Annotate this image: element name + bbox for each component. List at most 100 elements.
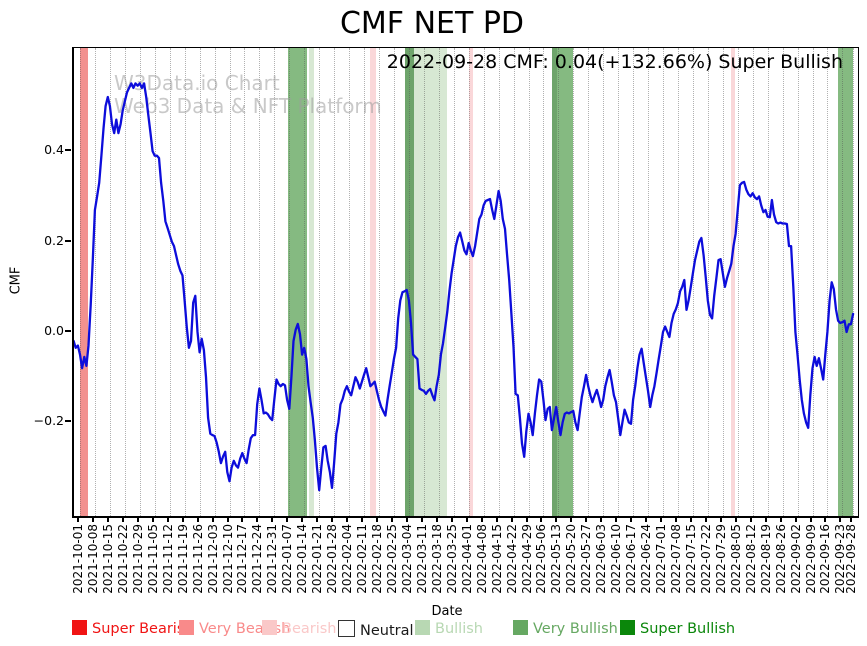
legend-swatch-icon [513,620,528,635]
gridline-2022-09-16 [827,48,829,516]
x-tick-label: 2021-10-15 [100,524,115,594]
x-tick-mark [480,517,483,522]
x-tick-label: 2022-09-16 [818,524,833,594]
x-tick-label: 2021-12-31 [265,524,280,594]
x-tick-label: 2022-02-18 [370,524,384,594]
x-axis-title: Date [431,604,463,619]
cmf-line-path [74,82,855,492]
chart-title: CMF NET PD [339,6,525,41]
x-tick-label: 2022-02-11 [355,524,369,594]
x-tick-label: 2022-05-13 [549,524,564,594]
x-tick-label: 2022-06-17 [624,524,639,594]
signal-band-very-bullish-dark [552,48,558,516]
legend-swatch-icon [179,620,194,635]
x-tick-mark [450,517,453,522]
gridline-2022-09-09 [812,48,814,516]
signal-band-very-bullish [288,48,307,516]
x-tick-mark [136,517,139,522]
y-tick-mark [65,420,71,423]
gridline-2022-06-24 [648,48,649,516]
legend-item-super-bearish: Super Bearish [72,620,194,637]
x-tick-label: 2022-02-25 [384,524,399,594]
x-tick-label: 2022-09-09 [803,524,818,594]
x-tick-label: 2021-10-08 [85,524,100,594]
legend-label: Super Bullish [640,621,736,637]
gridline-2022-02-18 [379,48,380,516]
x-tick-label: 2021-10-29 [130,524,145,594]
gridline-2022-02-04 [349,48,351,516]
gridline-2021-10-01 [80,48,81,516]
x-tick-mark [510,517,513,522]
x-tick-label: 2021-10-01 [71,524,85,594]
x-tick-label: 2022-03-11 [414,524,429,594]
x-tick-mark [301,517,304,522]
legend-item-bullish: Bullish [415,620,483,637]
watermark: W3Data.io Chart Web3 Data & NFT Platform [114,72,382,118]
x-tick-mark [376,517,378,522]
signal-band-bullish [414,48,448,516]
x-tick-label: 2022-07-22 [698,524,713,594]
x-tick-mark [346,517,349,522]
x-tick-label: 2022-01-28 [325,524,340,594]
x-tick-label: 2022-06-24 [639,524,653,594]
signal-band-bullish [309,48,315,516]
x-tick-label: 2022-08-26 [773,524,788,594]
gridline-2021-11-26 [199,48,201,516]
gridline-2022-07-08 [677,48,679,516]
gridline-2022-04-01 [468,48,470,516]
y-tick-mark [65,330,71,332]
gridline-2021-12-17 [244,48,246,516]
gridline-2022-02-11 [364,48,365,516]
gridline-2022-09-28 [853,48,855,516]
gridline-2022-06-10 [618,48,620,516]
x-tick-label: 2021-12-10 [220,524,235,594]
x-tick-mark [839,517,842,522]
latest-value-annotation: 2022-09-28 CMF: 0.04(+132.66%) Super Bul… [386,51,843,73]
x-tick-mark [286,517,289,522]
signal-band-bearish [731,48,736,516]
gridline-2022-01-21 [319,48,321,516]
x-tick-mark [435,517,438,522]
x-tick-mark [77,517,79,522]
x-tick-label: 2022-09-28 [844,524,859,594]
x-tick-label: 2022-01-14 [295,524,310,594]
gridline-2022-04-22 [513,48,515,516]
watermark-line2: Web3 Data & NFT Platform [114,94,382,118]
gridline-2021-11-05 [154,48,156,516]
x-tick-label: 2022-05-20 [564,524,579,594]
x-tick-label: 2022-04-01 [459,524,474,594]
x-tick-label: 2021-10-22 [115,524,130,594]
legend-item-super-bullish: Super Bullish [620,620,735,637]
gridline-2022-01-07 [289,48,291,516]
x-tick-mark [749,517,752,522]
gridline-2022-01-14 [304,48,306,516]
y-tick-mark [65,149,71,152]
gridline-2022-04-29 [528,48,530,516]
legend-swatch-icon [72,620,87,635]
gridline-2022-06-17 [633,48,635,516]
x-tick-mark [525,517,528,522]
y-tick-mark [65,239,71,242]
x-tick-mark [331,517,334,522]
gridline-2022-06-03 [603,48,605,516]
gridline-2021-11-12 [169,48,171,516]
x-tick-label: 2022-07-01 [654,524,668,594]
x-tick-label: 2022-03-25 [444,524,459,594]
legend-item-neutral: Neutral [338,620,414,639]
x-tick-mark [420,517,423,522]
y-tick-label: 0.4 [44,142,64,158]
signal-band-very-bullish [557,48,574,516]
x-tick-mark [794,517,797,522]
x-tick-mark [405,517,408,522]
gridline-2022-05-27 [588,48,590,516]
gridline-2021-12-10 [229,48,231,516]
x-tick-mark [166,517,169,522]
x-tick-label: 2022-08-12 [743,524,758,594]
x-tick-label: 2022-01-21 [310,524,325,594]
x-tick-mark [645,517,647,522]
legend-swatch-icon [415,620,430,635]
gridline-2021-12-03 [214,48,216,516]
x-tick-label: 2022-03-04 [399,524,414,594]
x-tick-mark [630,517,633,522]
watermark-line1: W3Data.io Chart [114,71,280,95]
